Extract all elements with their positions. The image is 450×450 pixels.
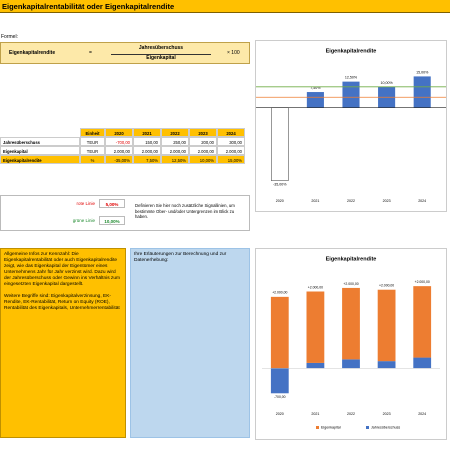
formula-label: Formel: <box>1 34 18 40</box>
value-label: +2.000,00 <box>343 282 358 286</box>
table-cell: 10,00% <box>189 155 217 164</box>
legend-swatch <box>316 426 319 429</box>
chart: Eigenkapitalrendite -35,00% 2020 7,50% 2021 1… <box>255 40 447 212</box>
table-cell: Eigenkapitalrendite <box>0 155 80 164</box>
table-cell: 2.000,00 <box>189 146 217 155</box>
x-tick-label: 2023 <box>383 199 391 203</box>
value-label: +2.000,00 <box>415 280 430 284</box>
table-cell: 250,00 <box>161 137 189 146</box>
table-cell: 2.000,00 <box>161 146 189 155</box>
x-tick-label: 2024 <box>418 412 426 416</box>
table-cell: 2.000,00 <box>133 146 161 155</box>
table-cell: TEUR <box>80 137 105 146</box>
value-label: 7,50% <box>310 86 321 90</box>
table-cell: Jahresüberschuss <box>0 137 80 146</box>
x-tick-label: 2024 <box>418 199 426 203</box>
bar-segment <box>377 361 396 369</box>
signal-note: Definieren Sie hier noch zusätzliche Sig… <box>135 203 235 219</box>
value-label: 10,00% <box>380 81 393 85</box>
x-tick-label: 2022 <box>347 412 355 416</box>
formula-name: Eigenkapitalrendite <box>9 50 56 56</box>
table-cell: 150,00 <box>133 137 161 146</box>
table-cell: Eigenkapital <box>0 146 80 155</box>
bar-segment <box>413 357 432 369</box>
fraction-line <box>111 53 211 55</box>
table-cell: -35,00% <box>105 155 133 164</box>
bar-segment <box>270 368 289 394</box>
table-cell: 2024 <box>217 128 245 137</box>
x-tick-label: 2021 <box>311 412 319 416</box>
formula-equals: = <box>89 50 92 56</box>
legend-swatch <box>366 426 369 429</box>
chart-title: Eigenkapitalrendite <box>326 256 377 262</box>
bar <box>342 81 360 108</box>
chart-title: Eigenkapitalrendite <box>326 48 377 54</box>
bar-segment <box>306 362 325 369</box>
formula-denominator: Eigenkapital <box>146 55 176 61</box>
signal-value: 10,00% <box>99 216 125 225</box>
value-label: -35,00% <box>273 183 287 187</box>
x-tick-label: 2023 <box>383 412 391 416</box>
formula-box: Eigenkapitalrendite = Jahresüberschuss E… <box>0 42 250 64</box>
info-text: Allgemeine Infos zur Kennzahl: Die Eigen… <box>4 252 120 287</box>
table-cell: 2022 <box>161 128 189 137</box>
bar-segment <box>306 291 325 363</box>
x-tick-label: 2022 <box>347 199 355 203</box>
value-label: 15,00% <box>416 70 429 74</box>
signal-label: grüne Linie <box>72 218 95 223</box>
bar-segment <box>270 296 289 369</box>
bar <box>306 92 324 108</box>
bar-segment <box>342 287 360 360</box>
value-label: -700,00 <box>274 395 286 399</box>
table-cell: 2.000,00 <box>105 146 133 155</box>
x-tick-label: 2020 <box>276 412 284 416</box>
table-cell: 7,50% <box>133 155 161 164</box>
value-label: +2.000,00 <box>379 284 394 288</box>
data-table: Einheit 2020 2021 2022 2023 2024 Jahresübersch… <box>0 128 250 168</box>
table-cell: 2021 <box>133 128 161 137</box>
bar <box>271 107 289 181</box>
table-cell: 300,00 <box>217 137 245 146</box>
chart: Eigenkapitalrendite-700,00+2.000,0020201… <box>255 248 447 440</box>
table-cell: 15,00% <box>217 155 245 164</box>
notes-box: Ihre Erläuterungen zur Berechnung und zu… <box>130 248 250 438</box>
bar <box>413 76 431 108</box>
bar-segment <box>377 289 396 362</box>
value-label: +2.000,00 <box>272 291 287 295</box>
table-cell: -700,00 <box>105 137 133 146</box>
table-cell: % <box>80 155 105 164</box>
table-cell: 2023 <box>189 128 217 137</box>
table-cell: Einheit <box>80 128 105 137</box>
x-tick-label: 2020 <box>276 199 284 203</box>
formula-factor: × 100 <box>227 50 240 56</box>
x-tick-label: 2021 <box>311 199 319 203</box>
bar-segment <box>342 359 360 369</box>
signal-label: rote Linie <box>76 201 95 206</box>
legend-label: Jahresüberschuss <box>371 426 400 430</box>
value-label: 12,50% <box>345 76 358 80</box>
table-cell: 2.000,00 <box>217 146 245 155</box>
legend-label: Eigenkapital <box>321 426 341 430</box>
bar-segment <box>413 286 432 358</box>
value-label: +2.000,00 <box>308 285 323 289</box>
info-text: Weitere Begriffe sind: Eigenkapitalverzi… <box>4 294 120 311</box>
signal-value: 5,00% <box>99 199 125 208</box>
signals-box: rote Linie 5,00% grüne Linie 10,00% Defi… <box>0 195 250 231</box>
table-cell: TEUR <box>80 146 105 155</box>
info-box: Allgemeine Infos zur Kennzahl: Die Eigen… <box>0 248 126 438</box>
table-cell: 12,50% <box>161 155 189 164</box>
table-cell: 2020 <box>105 128 133 137</box>
table-cell: 200,00 <box>189 137 217 146</box>
formula-numerator: Jahresüberschuss <box>138 45 184 51</box>
sheet-title: Eigenkapitalrentabilität oder Eigenkapit… <box>0 0 450 13</box>
